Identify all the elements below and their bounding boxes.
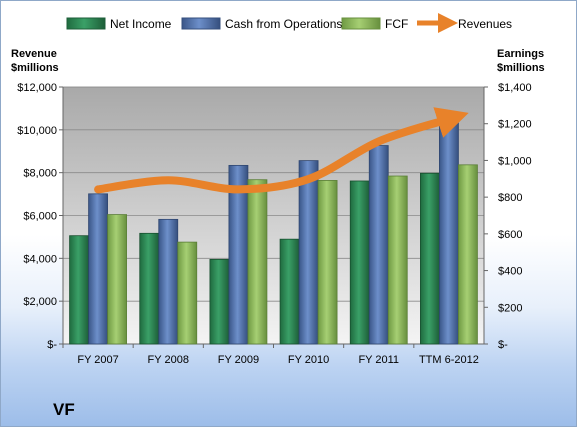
legend-swatch-fcf [341, 17, 381, 30]
right-tick-label: $- [498, 339, 508, 351]
bar-fcf [177, 241, 198, 345]
left-tick-label: $12,000 [17, 82, 57, 94]
right-tick-label: $1,000 [498, 155, 532, 167]
legend-label-cash-from-operations: Cash from Operations [225, 17, 342, 31]
legend-swatch-net-income [66, 17, 106, 30]
right-tick-label: $1,200 [498, 119, 532, 131]
right-axis-title-line2: $millions [497, 62, 545, 74]
company-label: VF [53, 400, 75, 419]
bar-fcf [458, 164, 478, 345]
bar-cash-from-operations [158, 218, 179, 345]
category-label: TTM 6-2012 [419, 354, 479, 366]
left-tick-label: $- [47, 339, 57, 351]
right-tick-label: $400 [498, 266, 522, 278]
category-label: FY 2010 [288, 354, 329, 366]
left-tick-label: $6,000 [23, 211, 57, 223]
bar-net-income [349, 180, 370, 345]
category-labels: FY 2007 FY 2008 FY 2009 FY 2010 FY 2011 TTM 6… [62, 344, 479, 366]
bar-cash-from-operations [88, 193, 108, 345]
legend-label-net-income: Net Income [110, 17, 172, 31]
bar-net-income [139, 232, 160, 345]
bar-cash-from-operations [298, 160, 319, 345]
bar-fcf [387, 175, 408, 345]
bar-cash-from-operations [368, 145, 389, 345]
category-label: FY 2008 [148, 354, 189, 366]
bar-net-income [420, 172, 440, 345]
legend-label-fcf: FCF [385, 17, 408, 31]
left-tick-label: $10,000 [17, 125, 57, 137]
right-tick-label: $200 [498, 302, 522, 314]
left-axis-ticks: $- $2,000 $4,000 $6,000 $8,000 $10,000 $12,000 [17, 82, 63, 351]
right-tick-label: $800 [498, 192, 522, 204]
line-revenues [94, 107, 469, 194]
left-axis-title-line1: Revenue [11, 48, 57, 60]
category-label: FY 2009 [218, 354, 259, 366]
bar-fcf [317, 180, 338, 345]
left-tick-label: $8,000 [23, 168, 57, 180]
bar-fcf [107, 214, 127, 345]
right-axis-ticks: $- $200 $400 $600 $800 $1,000 $1,200 $1,400 [484, 82, 532, 351]
left-tick-label: $4,000 [23, 253, 57, 265]
category-label: FY 2007 [77, 354, 118, 366]
right-tick-label: $1,400 [498, 82, 532, 94]
left-axis-title-line2: $millions [11, 62, 59, 74]
left-tick-label: $2,000 [23, 296, 57, 308]
revenue-line [94, 107, 469, 194]
legend-label-revenues: Revenues [458, 17, 512, 31]
legend-swatch-cash-from-operations [181, 17, 221, 30]
bar-net-income [209, 258, 230, 345]
right-axis-title-line1: Earnings [497, 48, 544, 60]
bar-series [69, 122, 478, 345]
right-tick-label: $600 [498, 229, 522, 241]
bar-fcf [247, 179, 268, 345]
bar-cash-from-operations [439, 122, 459, 345]
bar-net-income [69, 235, 89, 345]
bar-net-income [279, 238, 300, 345]
category-label: FY 2011 [358, 354, 399, 366]
legend: Net Income Cash from Operations FCF Reve… [66, 13, 512, 33]
